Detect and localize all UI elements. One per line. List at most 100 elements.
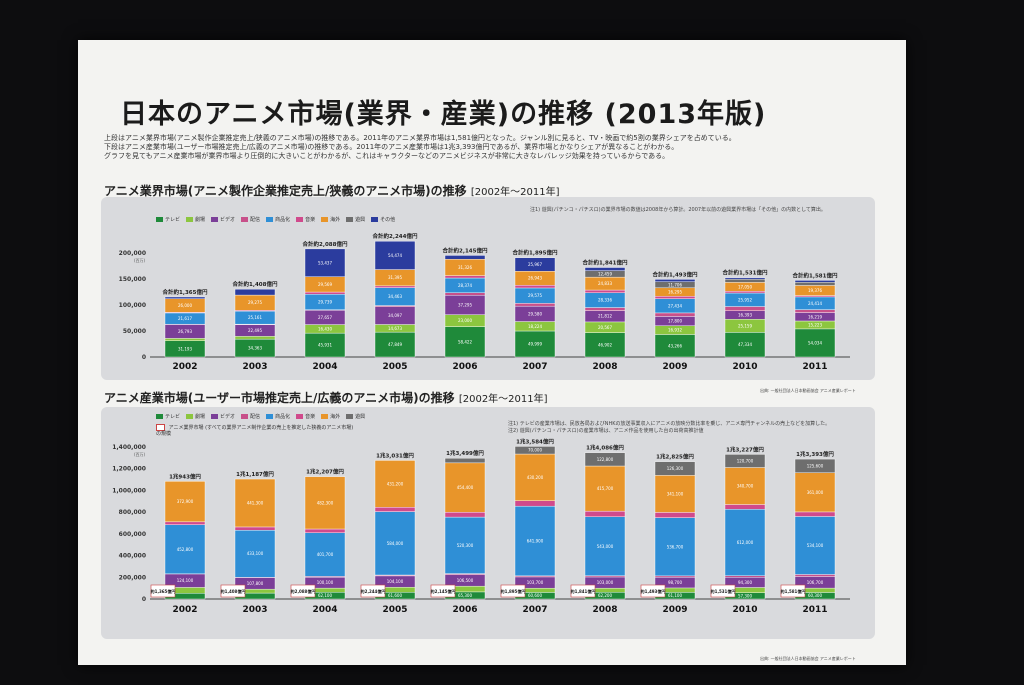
bar-segment <box>164 338 206 341</box>
bar-segment-label: 34,097 <box>388 313 402 318</box>
bar-segment <box>724 454 766 468</box>
bar-segment <box>794 458 836 473</box>
bar-segment-label: 58,422 <box>458 339 472 344</box>
bar-segment <box>654 296 696 299</box>
chart2-note2: 注2) 遊興(パチンコ・パチスロ)の産業市場は、アニメ作品を使用した台の出荷高推… <box>508 428 704 434</box>
bar-segment <box>444 255 486 260</box>
legend-label: 配信 <box>250 217 261 223</box>
bar-segment <box>584 289 626 294</box>
bar-segment-label: 11,706 <box>668 282 682 287</box>
bar-segment-label: 28,336 <box>598 298 612 303</box>
bar-segment <box>164 296 206 299</box>
industry-label: 約2,145億円 <box>431 588 456 594</box>
legend-label: 劇場 <box>195 414 206 420</box>
y-tick-label: 600,000 <box>119 531 146 538</box>
bar-segment-label: 28,374 <box>458 283 472 288</box>
bar-segment <box>514 330 556 358</box>
bar-segment-label: 106,500 <box>457 578 474 583</box>
bar-segment-label: 27,657 <box>318 315 332 320</box>
bar-segment-label: 46,902 <box>598 342 612 347</box>
bar-segment-label: 431,200 <box>387 481 404 486</box>
bar-segment-label: 430,200 <box>527 475 544 480</box>
bar-segment-label: 25,952 <box>738 297 752 302</box>
industry-label: 約1,531億円 <box>711 588 736 594</box>
bar-segment <box>234 478 276 528</box>
bar-segment-label: 57,300 <box>738 593 752 598</box>
bar-segment <box>654 475 696 513</box>
bar-segment-label: 16,219 <box>808 314 822 319</box>
bar-segment <box>654 517 696 577</box>
bar-segment-label: 17,050 <box>738 284 752 289</box>
bar-segment <box>164 481 206 523</box>
bar-segment-label: 29,580 <box>528 311 542 316</box>
bar-segment-label: 37,295 <box>458 302 472 307</box>
bar-total-label: 1兆2,207億円 <box>306 468 344 476</box>
bar-segment-label: 12,459 <box>598 271 612 276</box>
poster-description: 上段はアニメ業界市場(アニメ製作企業推定売上/狭義のアニメ市場)の推移である。2… <box>104 134 884 161</box>
bar-segment-label: 100,100 <box>317 580 334 585</box>
bar-segment-label: 31,326 <box>458 265 472 270</box>
industry-box <box>640 584 666 598</box>
bar-segment-label: 29,739 <box>318 299 332 304</box>
bar-segment <box>374 285 416 288</box>
y-tick-label: 50,000 <box>123 328 146 335</box>
legend-swatch <box>156 217 163 222</box>
bar-segment <box>444 511 486 518</box>
bar-segment <box>304 528 346 534</box>
bar-segment-label: 29,575 <box>528 293 542 298</box>
bar-segment-label: 94,300 <box>738 580 752 585</box>
legend-box-text: アニメ業界市場 (すべての業界アニメ制作企業の売上を推定した狭義のアニメ市場)の… <box>156 425 354 437</box>
bar-segment-label: 103,700 <box>527 580 544 585</box>
y-tick-label: 1,400,000 <box>112 444 146 451</box>
bar-segment-label: 372,900 <box>177 499 194 504</box>
industry-box <box>780 584 806 598</box>
bar-segment-label: 103,000 <box>597 580 614 585</box>
chart1-title: アニメ業界市場(アニメ製作企業推定売上/狭義のアニメ市場)の推移 [2002年～… <box>104 182 560 199</box>
bar-total-label: 1兆2,825億円 <box>656 453 694 461</box>
x-tick-label: 2003 <box>242 605 267 615</box>
bar-segment <box>514 500 556 507</box>
bar-segment <box>304 248 346 277</box>
legend-label: その他 <box>380 217 396 223</box>
bar-total-label: 合計約2,244億円 <box>373 232 418 240</box>
bar-segment-label: 361,000 <box>807 490 824 495</box>
x-tick-label: 2006 <box>452 362 477 372</box>
chart2-legend: テレビ 劇場 ビデオ 配信 商品化 音楽 海外 遊興 <box>150 413 365 420</box>
bar-segment-label: 340,700 <box>737 484 754 489</box>
description-line: 上段はアニメ業界市場(アニメ製作企業推定売上/狭義のアニメ市場)の推移である。2… <box>104 134 736 142</box>
bar-segment <box>654 512 696 518</box>
bar-segment <box>724 306 766 311</box>
y-tick-label: 800,000 <box>119 509 146 516</box>
bar-segment-label: 29,569 <box>318 282 332 287</box>
bar-segment-label: 534,100 <box>807 543 824 548</box>
description-line: グラフを見てもアニメ産業市場が業界市場より圧倒的に大きいことがわかるが、これはキ… <box>104 152 670 160</box>
y-tick-label: 1,000,000 <box>112 487 146 494</box>
x-tick-label: 2005 <box>382 362 407 372</box>
bar-segment-label: 62,200 <box>598 593 612 598</box>
industry-box <box>150 584 176 598</box>
bar-segment-label: 65,300 <box>458 593 472 598</box>
bar-segment <box>724 509 766 576</box>
bar-segment-label: 26,943 <box>528 276 542 281</box>
x-tick-label: 2010 <box>732 605 757 615</box>
bar-segment-label: 21,812 <box>598 314 612 319</box>
legend-label: 海外 <box>330 217 341 223</box>
bar-total-label: 合計約2,088億円 <box>303 240 348 248</box>
bar-segment <box>374 460 416 508</box>
bar-total-label: 1兆3,031億円 <box>376 451 414 459</box>
legend-label: テレビ <box>165 414 181 420</box>
bar-segment-label: 15,223 <box>808 322 822 327</box>
chart1-title-range: [2002年～2011年] <box>470 187 560 198</box>
bar-segment <box>584 510 626 517</box>
bar-segment-label: 415,700 <box>597 486 614 491</box>
legend-swatch <box>321 414 329 419</box>
bar-segment-label: 18,224 <box>528 324 542 329</box>
bar-segment <box>584 465 626 512</box>
bar-segment-label: 401,700 <box>317 552 334 557</box>
bar-segment-label: 34,363 <box>248 346 262 351</box>
bar-segment <box>444 292 486 296</box>
bar-segment-label: 47,334 <box>738 342 752 347</box>
x-tick-label: 2003 <box>242 362 267 372</box>
bar-segment <box>514 446 556 455</box>
bar-segment <box>794 282 836 286</box>
